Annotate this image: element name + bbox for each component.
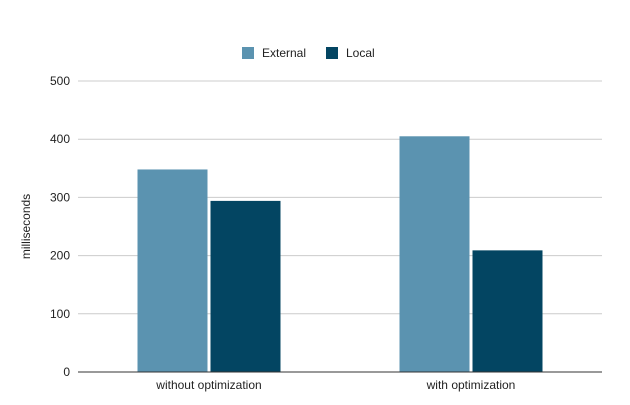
y-tick-label: 500 — [50, 74, 70, 88]
x-axis-tick-labels: without optimization with optimization — [155, 378, 515, 392]
y-axis-tick-labels: 0 100 200 300 400 500 — [50, 74, 70, 379]
legend-swatch-local — [326, 47, 338, 59]
y-tick-label: 300 — [50, 190, 70, 204]
y-tick-label: 0 — [63, 365, 70, 379]
y-tick-label: 100 — [50, 307, 70, 321]
y-tick-label: 200 — [50, 249, 70, 263]
y-tick-label: 400 — [50, 132, 70, 146]
x-tick-label: with optimization — [426, 378, 516, 392]
legend: External Local — [242, 46, 375, 60]
legend-label-external: External — [262, 46, 306, 60]
legend-swatch-external — [242, 47, 254, 59]
legend-label-local: Local — [346, 46, 375, 60]
bars — [137, 136, 543, 372]
bar-external-2 — [399, 136, 470, 372]
bar-external-1 — [137, 169, 208, 372]
x-tick-label: without optimization — [155, 378, 261, 392]
bar-local-2 — [472, 250, 543, 372]
bar-local-1 — [210, 200, 281, 372]
y-axis-title: milliseconds — [19, 194, 33, 259]
